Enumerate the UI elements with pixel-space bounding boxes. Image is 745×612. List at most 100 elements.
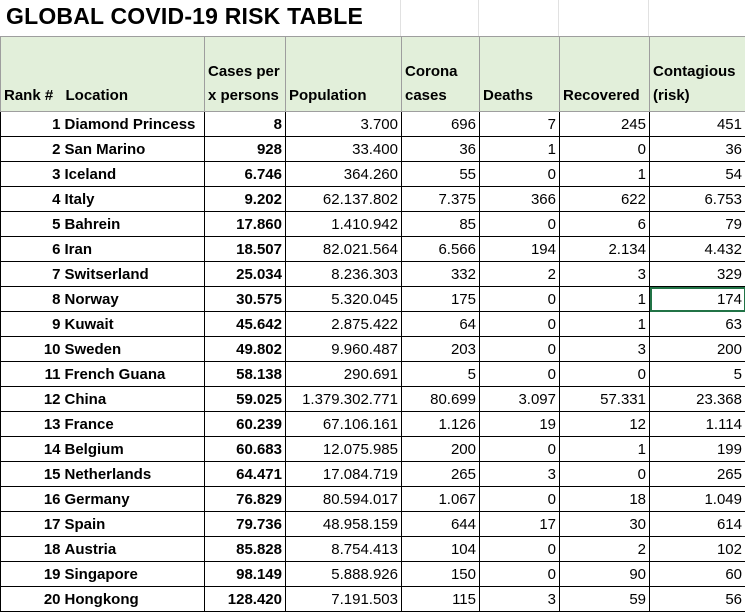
cell-contagious[interactable]: 56 — [650, 587, 745, 612]
cell-rank[interactable]: 14 — [1, 437, 63, 462]
cell-population[interactable]: 48.958.159 — [286, 512, 402, 537]
cell-deaths[interactable]: 0 — [480, 212, 560, 237]
cell-corona-cases[interactable]: 175 — [402, 287, 480, 312]
cell-rank[interactable]: 13 — [1, 412, 63, 437]
cell-population[interactable]: 290.691 — [286, 362, 402, 387]
cell-contagious[interactable]: 102 — [650, 537, 745, 562]
cell-rank[interactable]: 9 — [1, 312, 63, 337]
cell-rank[interactable]: 18 — [1, 537, 63, 562]
cell-corona-cases[interactable]: 7.375 — [402, 187, 480, 212]
cell-rank[interactable]: 4 — [1, 187, 63, 212]
cell-location[interactable]: Hongkong — [63, 587, 205, 612]
cell-population[interactable]: 82.021.564 — [286, 237, 402, 262]
cell-location[interactable]: China — [63, 387, 205, 412]
cell-population[interactable]: 3.700 — [286, 112, 402, 137]
header-deaths[interactable]: Deaths — [480, 37, 560, 112]
cell-population[interactable]: 5.888.926 — [286, 562, 402, 587]
cell-corona-cases[interactable]: 6.566 — [402, 237, 480, 262]
cell-rank[interactable]: 20 — [1, 587, 63, 612]
cell-corona-cases[interactable]: 55 — [402, 162, 480, 187]
cell-population[interactable]: 7.191.503 — [286, 587, 402, 612]
cell-cases-per[interactable]: 59.025 — [205, 387, 286, 412]
cell-cases-per[interactable]: 58.138 — [205, 362, 286, 387]
cell-location[interactable]: Netherlands — [63, 462, 205, 487]
cell-recovered[interactable]: 1 — [560, 162, 650, 187]
cell-cases-per[interactable]: 8 — [205, 112, 286, 137]
cell-contagious[interactable]: 614 — [650, 512, 745, 537]
cell-rank[interactable]: 2 — [1, 137, 63, 162]
cell-deaths[interactable]: 0 — [480, 537, 560, 562]
cell-contagious[interactable]: 1.049 — [650, 487, 745, 512]
cell-location[interactable]: Singapore — [63, 562, 205, 587]
cell-corona-cases[interactable]: 115 — [402, 587, 480, 612]
cell-recovered[interactable]: 0 — [560, 137, 650, 162]
cell-location[interactable]: Kuwait — [63, 312, 205, 337]
cell-contagious[interactable]: 5 — [650, 362, 745, 387]
cell-location[interactable]: Germany — [63, 487, 205, 512]
cell-cases-per[interactable]: 98.149 — [205, 562, 286, 587]
header-location[interactable]: Location — [63, 37, 205, 112]
cell-cases-per[interactable]: 64.471 — [205, 462, 286, 487]
cell-corona-cases[interactable]: 80.699 — [402, 387, 480, 412]
cell-cases-per[interactable]: 79.736 — [205, 512, 286, 537]
cell-population[interactable]: 17.084.719 — [286, 462, 402, 487]
cell-location[interactable]: Diamond Princess — [63, 112, 205, 137]
cell-rank[interactable]: 3 — [1, 162, 63, 187]
cell-deaths[interactable]: 0 — [480, 287, 560, 312]
cell-recovered[interactable]: 2 — [560, 537, 650, 562]
cell-population[interactable]: 12.075.985 — [286, 437, 402, 462]
cell-cases-per[interactable]: 9.202 — [205, 187, 286, 212]
cell-corona-cases[interactable]: 104 — [402, 537, 480, 562]
cell-deaths[interactable]: 1 — [480, 137, 560, 162]
sheet-title[interactable]: GLOBAL COVID-19 RISK TABLE — [6, 3, 363, 30]
cell-population[interactable]: 33.400 — [286, 137, 402, 162]
cell-rank[interactable]: 19 — [1, 562, 63, 587]
cell-cases-per[interactable]: 60.683 — [205, 437, 286, 462]
cell-location[interactable]: Iceland — [63, 162, 205, 187]
cell-recovered[interactable]: 1 — [560, 312, 650, 337]
cell-recovered[interactable]: 59 — [560, 587, 650, 612]
cell-deaths[interactable]: 3 — [480, 587, 560, 612]
header-corona-cases[interactable]: Corona cases — [402, 37, 480, 112]
cell-location[interactable]: Spain — [63, 512, 205, 537]
cell-deaths[interactable]: 0 — [480, 437, 560, 462]
cell-recovered[interactable]: 57.331 — [560, 387, 650, 412]
cell-recovered[interactable]: 18 — [560, 487, 650, 512]
header-cases-per[interactable]: Cases per x persons — [205, 37, 286, 112]
cell-population[interactable]: 8.236.303 — [286, 262, 402, 287]
cell-rank[interactable]: 6 — [1, 237, 63, 262]
cell-corona-cases[interactable]: 1.067 — [402, 487, 480, 512]
cell-deaths[interactable]: 3 — [480, 462, 560, 487]
cell-corona-cases[interactable]: 265 — [402, 462, 480, 487]
cell-population[interactable]: 2.875.422 — [286, 312, 402, 337]
cell-rank[interactable]: 11 — [1, 362, 63, 387]
cell-recovered[interactable]: 30 — [560, 512, 650, 537]
cell-cases-per[interactable]: 76.829 — [205, 487, 286, 512]
cell-cases-per[interactable]: 30.575 — [205, 287, 286, 312]
cell-corona-cases[interactable]: 5 — [402, 362, 480, 387]
cell-population[interactable]: 1.410.942 — [286, 212, 402, 237]
cell-deaths[interactable]: 0 — [480, 487, 560, 512]
cell-contagious[interactable]: 174 — [650, 287, 745, 312]
cell-contagious[interactable]: 329 — [650, 262, 745, 287]
cell-cases-per[interactable]: 17.860 — [205, 212, 286, 237]
cell-cases-per[interactable]: 45.642 — [205, 312, 286, 337]
cell-cases-per[interactable]: 6.746 — [205, 162, 286, 187]
cell-deaths[interactable]: 194 — [480, 237, 560, 262]
cell-deaths[interactable]: 17 — [480, 512, 560, 537]
cell-population[interactable]: 1.379.302.771 — [286, 387, 402, 412]
cell-recovered[interactable]: 0 — [560, 462, 650, 487]
cell-corona-cases[interactable]: 696 — [402, 112, 480, 137]
cell-contagious[interactable]: 1.114 — [650, 412, 745, 437]
cell-recovered[interactable]: 245 — [560, 112, 650, 137]
cell-location[interactable]: Belgium — [63, 437, 205, 462]
cell-corona-cases[interactable]: 332 — [402, 262, 480, 287]
cell-deaths[interactable]: 0 — [480, 362, 560, 387]
cell-cases-per[interactable]: 18.507 — [205, 237, 286, 262]
cell-recovered[interactable]: 3 — [560, 337, 650, 362]
cell-location[interactable]: French Guana — [63, 362, 205, 387]
cell-deaths[interactable]: 0 — [480, 162, 560, 187]
cell-corona-cases[interactable]: 85 — [402, 212, 480, 237]
cell-location[interactable]: Austria — [63, 537, 205, 562]
cell-deaths[interactable]: 19 — [480, 412, 560, 437]
